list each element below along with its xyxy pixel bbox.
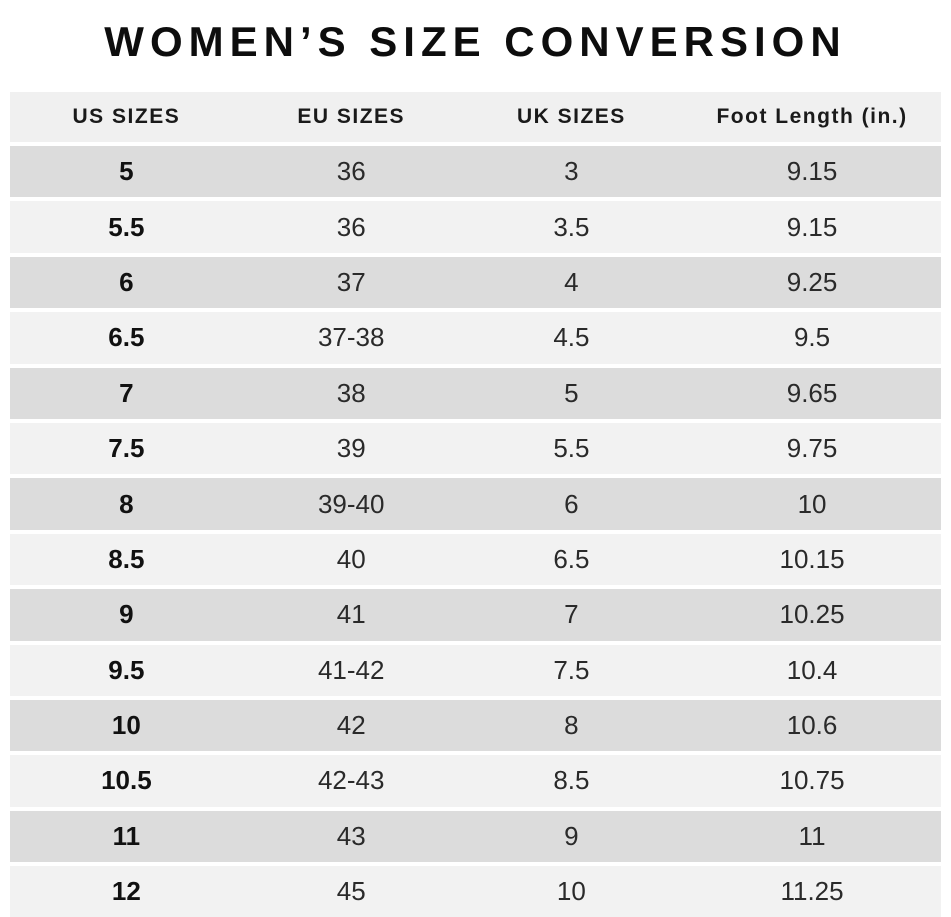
- cell-foot-length: 9.75: [786, 433, 838, 464]
- table-row: 8.5 40 6.5 10.15: [10, 533, 941, 590]
- column-header-eu-sizes: EU SIZES: [297, 105, 406, 128]
- table-row: 6 37 4 9.25: [10, 256, 941, 313]
- size-conversion-page: WOMEN’S SIZE CONVERSION US SIZES EU SIZE…: [0, 14, 951, 917]
- cell-uk-size: 5.5: [553, 433, 590, 464]
- column-header-foot-length: Foot Length (in.): [716, 105, 908, 128]
- cell-eu-size: 37: [336, 266, 366, 297]
- cell-us-size: 7: [119, 377, 134, 408]
- cell-us-size: 8: [119, 488, 134, 519]
- cell-uk-size: 7: [564, 599, 579, 630]
- table-row: 10.5 42-43 8.5 10.75: [10, 755, 941, 811]
- cell-us-size: 10.5: [101, 765, 152, 796]
- table-row: 8 39-40 6 10: [10, 478, 941, 534]
- table-row: 9 41 7 10.25: [10, 589, 941, 645]
- cell-foot-length: 10: [797, 488, 827, 519]
- cell-uk-size: 8.5: [553, 765, 590, 796]
- cell-eu-size: 41: [336, 599, 366, 630]
- cell-uk-size: 7.5: [553, 654, 590, 685]
- cell-foot-length: 10.4: [786, 654, 838, 685]
- table-row: 9.5 41-42 7.5 10.4: [10, 644, 941, 700]
- cell-foot-length: 11.25: [780, 876, 844, 907]
- table-row: 7.5 39 5.5 9.75: [10, 422, 941, 479]
- cell-uk-size: 4.5: [553, 322, 590, 353]
- cell-eu-size: 36: [336, 156, 366, 187]
- cell-us-size: 10: [111, 710, 141, 741]
- cell-foot-length: 10.15: [779, 543, 845, 574]
- cell-uk-size: 3: [564, 156, 579, 187]
- cell-eu-size: 39-40: [317, 488, 385, 519]
- cell-uk-size: 6: [564, 488, 579, 519]
- cell-eu-size: 41-42: [317, 654, 385, 685]
- cell-us-size: 11: [112, 820, 141, 851]
- cell-foot-length: 9.25: [786, 266, 838, 297]
- table-row: 10 42 8 10.6: [10, 699, 941, 756]
- cell-uk-size: 6.5: [553, 543, 590, 574]
- cell-us-size: 5.5: [108, 211, 145, 242]
- cell-us-size: 6: [119, 266, 134, 297]
- cell-us-size: 6.5: [108, 322, 145, 353]
- column-header-uk-sizes: UK SIZES: [516, 105, 626, 128]
- table-row: 11 43 9 11: [10, 810, 941, 867]
- cell-us-size: 5: [119, 156, 134, 187]
- cell-eu-size: 39: [336, 433, 366, 464]
- cell-eu-size: 43: [336, 820, 366, 851]
- cell-foot-length: 10.6: [786, 710, 838, 741]
- table-row: 6.5 37-38 4.5 9.5: [10, 312, 941, 368]
- cell-foot-length: 9.15: [786, 156, 838, 187]
- cell-uk-size: 8: [564, 710, 579, 741]
- table-row: 7 38 5 9.65: [10, 367, 941, 423]
- cell-foot-length: 10.25: [779, 599, 845, 630]
- cell-uk-size: 4: [564, 266, 579, 297]
- cell-eu-size: 40: [336, 543, 366, 574]
- table-row: 5.5 36 3.5 9.15: [10, 201, 941, 257]
- cell-uk-size: 10: [556, 876, 586, 907]
- cell-foot-length: 10.75: [779, 765, 845, 796]
- cell-foot-length: 9.15: [786, 211, 838, 242]
- cell-uk-size: 3.5: [553, 211, 590, 242]
- cell-foot-length: 9.5: [793, 322, 831, 353]
- cell-eu-size: 45: [336, 876, 366, 907]
- column-header-us-sizes: US SIZES: [72, 105, 181, 128]
- cell-eu-size: 37-38: [317, 322, 385, 353]
- cell-foot-length: 11: [798, 820, 826, 851]
- cell-eu-size: 36: [336, 211, 366, 242]
- cell-eu-size: 42-43: [317, 765, 385, 796]
- cell-foot-length: 9.65: [786, 377, 838, 408]
- table-header-row: US SIZES EU SIZES UK SIZES Foot Length (…: [10, 92, 941, 146]
- table-row: 12 45 10 11.25: [10, 866, 941, 917]
- cell-us-size: 9: [119, 599, 134, 630]
- cell-us-size: 7.5: [108, 433, 145, 464]
- cell-eu-size: 42: [336, 710, 366, 741]
- table-body: 5 36 3 9.15 5.5 36 3.5 9.15 6 37 4 9.25 …: [10, 146, 941, 917]
- cell-us-size: 9.5: [108, 654, 145, 685]
- cell-uk-size: 5: [564, 377, 579, 408]
- cell-eu-size: 38: [336, 377, 366, 408]
- page-title: WOMEN’S SIZE CONVERSION: [104, 18, 847, 65]
- cell-us-size: 8.5: [108, 543, 145, 574]
- cell-uk-size: 9: [564, 820, 579, 851]
- size-conversion-table: US SIZES EU SIZES UK SIZES Foot Length (…: [10, 92, 941, 917]
- cell-us-size: 12: [111, 876, 141, 907]
- table-row: 5 36 3 9.15: [10, 146, 941, 202]
